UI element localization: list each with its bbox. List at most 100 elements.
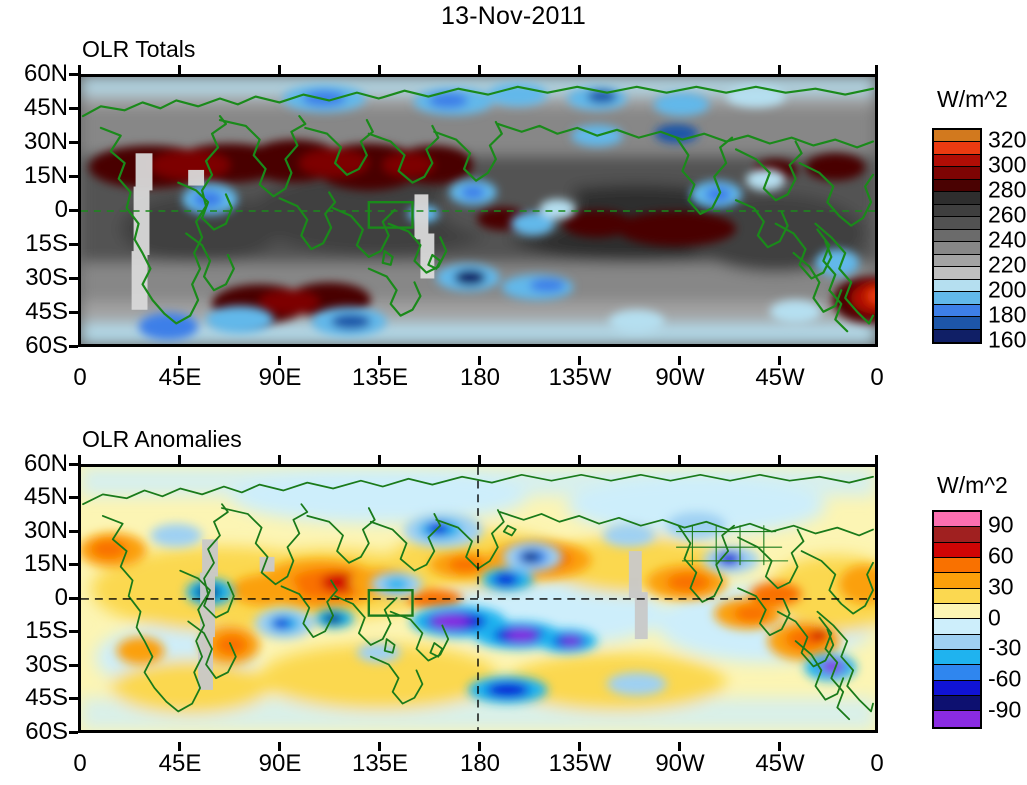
x-tick: [278, 65, 281, 74]
x-tick: [478, 455, 481, 464]
colorbar-tick-label: 240: [988, 226, 1027, 253]
colorbar-band: [934, 142, 980, 155]
x-tick: [578, 65, 581, 74]
colorbar-band: [934, 279, 980, 293]
olr-anomalies-map: [81, 467, 875, 730]
x-tick: [178, 356, 181, 365]
xlabel: 45W: [755, 750, 805, 777]
x-tick: [778, 356, 781, 365]
xlabel: 0: [73, 750, 87, 777]
xlabel: 135W: [548, 364, 612, 391]
xlabel: 135W: [548, 750, 612, 777]
x-tick: [478, 65, 481, 74]
colorbar-band: [934, 154, 980, 168]
colorbar-band: [934, 304, 980, 318]
y-tick: [69, 345, 78, 348]
colorbar-tick-label: 180: [988, 301, 1027, 328]
x-tick: [178, 742, 181, 751]
xlabel: 135E: [351, 750, 409, 777]
colorbar-band: [934, 573, 980, 589]
xlabel: 90E: [258, 364, 302, 391]
x-tick: [78, 65, 81, 74]
x-tick: [278, 742, 281, 751]
map-plot-anomalies: [78, 464, 878, 733]
ylabel: 60N: [23, 60, 68, 87]
colorbar-tick-label: -60: [988, 665, 1022, 692]
colorbar-totals: [932, 128, 982, 344]
colorbar-band: [934, 558, 980, 574]
x-tick: [778, 455, 781, 464]
colorbar-band: [934, 254, 980, 268]
y-tick: [69, 141, 78, 144]
y-tick: [69, 496, 78, 499]
ylabel: 45N: [23, 483, 68, 510]
colorbar-tick-label: 90: [988, 511, 1014, 538]
ylabel: 15S: [25, 230, 68, 257]
colorbar-band: [934, 634, 980, 651]
colorbar-band: [934, 167, 980, 180]
ylabel: 0: [54, 584, 68, 611]
colorbar-tick-label: 30: [988, 573, 1014, 600]
y-tick: [69, 697, 78, 700]
missing-data-strip: [198, 539, 648, 690]
xlabel: 0: [870, 364, 884, 391]
x-tick: [678, 65, 681, 74]
ylabel: 60S: [25, 718, 68, 745]
x-tick: [678, 742, 681, 751]
colorbar-band: [934, 680, 980, 697]
x-tick: [378, 455, 381, 464]
colorbar-tick-label: 220: [988, 251, 1027, 278]
colorbar-title-totals: W/m^2: [937, 86, 1008, 112]
y-tick: [69, 243, 78, 246]
x-tick: [875, 455, 878, 464]
colorbar-tick-label: 260: [988, 201, 1027, 228]
colorbar-band: [934, 329, 980, 342]
colorbar-tick-label: 200: [988, 276, 1027, 303]
colorbar-tick-label: 160: [988, 326, 1027, 353]
y-tick: [69, 563, 78, 566]
ylabel: 30S: [25, 651, 68, 678]
x-tick: [578, 356, 581, 365]
x-tick: [378, 356, 381, 365]
missing-data-strip: [131, 153, 435, 310]
x-tick: [678, 356, 681, 365]
ylabel: 0: [54, 196, 68, 223]
ylabel: 15N: [23, 550, 68, 577]
x-tick: [278, 356, 281, 365]
ylabel: 60N: [23, 450, 68, 477]
colorbar-band: [934, 130, 980, 143]
y-tick: [69, 463, 78, 466]
y-tick: [69, 530, 78, 533]
xlabel: 90W: [655, 364, 705, 391]
ylabel: 30N: [23, 128, 68, 155]
x-tick: [778, 65, 781, 74]
colorbar-tick-label: -30: [988, 634, 1022, 661]
y-tick: [69, 731, 78, 734]
colorbar-band: [934, 588, 980, 605]
y-tick: [69, 664, 78, 667]
panel-label-totals: OLR Totals: [82, 36, 196, 62]
page-title: 13-Nov-2011: [441, 2, 586, 30]
colorbar-band: [934, 527, 980, 543]
colorbar-tick-label: 320: [988, 126, 1027, 153]
xlabel: 45E: [158, 364, 202, 391]
ylabel: 15S: [25, 617, 68, 644]
colorbar-band: [934, 204, 980, 218]
x-tick: [678, 455, 681, 464]
colorbar-band: [934, 619, 980, 635]
panel-label-anomalies: OLR Anomalies: [82, 426, 242, 452]
coastlines: [81, 85, 875, 333]
x-tick: [875, 65, 878, 74]
ylabel: 45N: [23, 94, 68, 121]
colorbar-anomalies: [932, 510, 982, 729]
colorbar-band: [934, 242, 980, 255]
region-box: [367, 589, 414, 617]
map-plot-totals: [78, 74, 878, 347]
colorbar-band: [934, 317, 980, 330]
colorbar-band: [934, 512, 980, 528]
colorbar-band: [934, 292, 980, 305]
olr-totals-map: [81, 77, 875, 344]
y-tick: [69, 277, 78, 280]
xlabel: 45W: [755, 364, 805, 391]
ylabel: 60S: [25, 332, 68, 359]
